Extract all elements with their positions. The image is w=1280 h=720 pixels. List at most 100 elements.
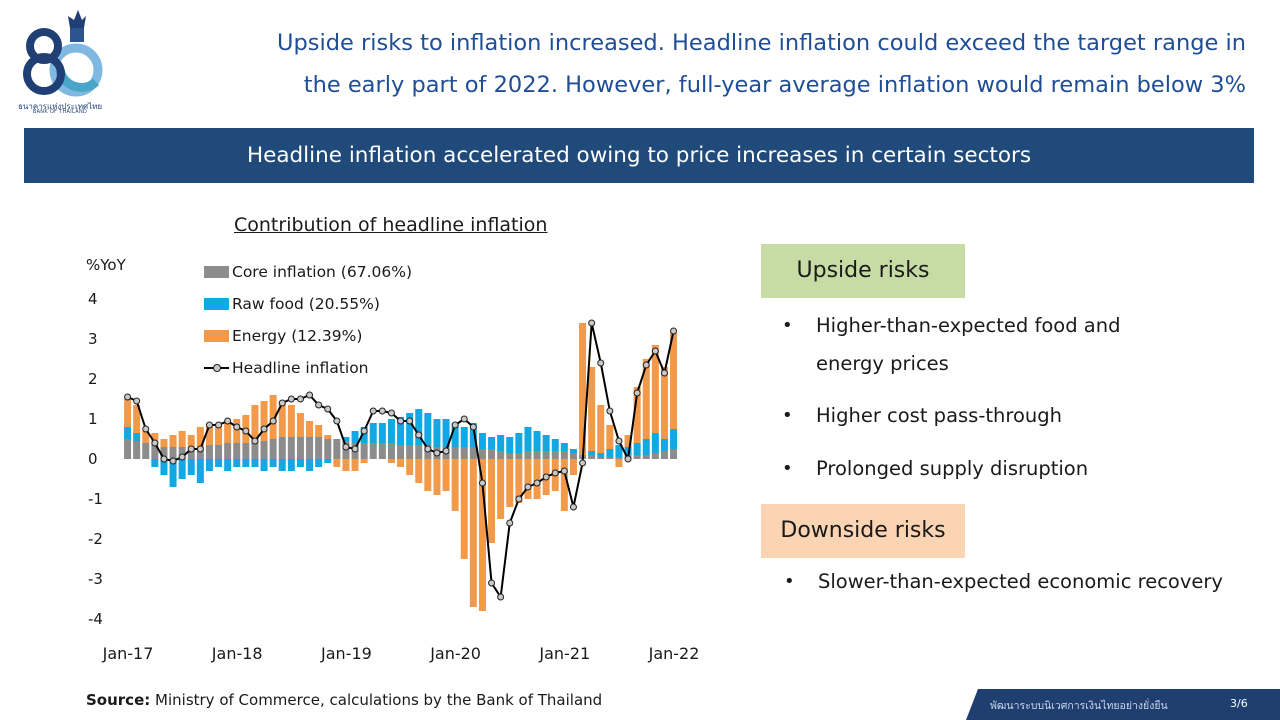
bar-segment-energy [670,333,678,429]
headline-inflation-point [251,437,259,445]
bar-segment-core [597,457,605,459]
headline-inflation-point [351,445,359,453]
logo-thai-name: ธนาคารแห่งประเทศไทย [17,102,103,111]
headline: Upside risks to inflation increased. Hea… [150,22,1246,106]
bar-segment-energy [624,435,632,447]
bar-segment-raw-food [451,423,459,447]
y-tick-label: 2 [88,370,98,388]
bar-segment-raw-food [633,443,641,455]
bar-segment-core [360,443,368,459]
bar-segment-raw-food [278,459,286,471]
headline-inflation-point [569,503,577,511]
bar-segment-energy [433,459,441,495]
bar-segment-raw-food [497,435,505,451]
legend-label-headline: Headline inflation [232,359,369,377]
bar-segment-raw-food [160,459,168,475]
bar-segment-core [233,443,241,459]
headline-inflation-point [387,409,395,417]
headline-inflation-point [560,467,568,475]
bar-segment-raw-food [378,423,386,443]
headline-inflation-point [506,519,514,527]
bar-segment-raw-food [196,459,204,483]
source-label: Source: [86,691,151,709]
y-tick-label: 4 [88,290,98,308]
bar-segment-raw-food [342,437,350,441]
headline-inflation-point [342,443,350,451]
bar-segment-core [242,443,250,459]
downside-risk-text-1: Slower-than-expected economic recovery [818,570,1223,593]
bar-segment-energy [169,435,177,447]
bar-segment-core [215,445,223,459]
bar-segment-raw-food [287,459,295,471]
bar-segment-core [569,453,577,459]
footer-bar [966,689,1280,720]
bar-segment-raw-food [133,433,141,441]
headline-inflation-point [533,479,541,487]
bar-segment-core [406,445,414,459]
bullet-icon: • [782,458,793,479]
bar-segment-energy [287,405,295,437]
bar-segment-raw-food [597,453,605,457]
bar-segment-core [151,445,159,459]
bar-segment-energy [278,401,286,437]
bar-segment-core [278,437,286,459]
bar-segment-energy [251,405,259,441]
upside-risks-label: Upside risks [761,244,965,298]
stacked-bars [124,323,678,611]
bar-segment-energy [205,425,213,445]
y-axis-ticks: 4 3 2 1 0 -1 -2 -3 -4 [88,290,103,628]
footer-tagline: พัฒนาระบบนิเวศการเงินไทยอย่างยั่งยืน [990,700,1168,712]
headline-inflation-line [124,319,678,601]
bar-segment-raw-food [506,437,514,453]
bar-segment-raw-food [533,431,541,451]
legend-label-raw-food: Raw food (20.55%) [232,295,380,313]
bar-segment-energy [397,459,405,467]
bullet-icon: • [784,571,795,592]
y-tick-label: -2 [88,530,103,548]
headline-inflation-point [269,417,277,425]
headline-inflation-point [633,389,641,397]
headline-inflation-point [315,401,323,409]
bar-segment-raw-food [524,427,532,451]
y-tick-label: 1 [88,410,98,428]
bar-segment-core [287,437,295,459]
bar-segment-raw-food [306,459,314,471]
bar-segment-core [670,449,678,459]
y-tick-label: 0 [88,450,98,468]
x-axis-ticks: Jan-17 Jan-18 Jan-19 Jan-20 Jan-21 Jan-22 [102,644,700,663]
bar-segment-raw-food [315,459,323,467]
bar-segment-energy [451,459,459,511]
headline-inflation-point [415,431,423,439]
bar-segment-raw-food [515,433,523,453]
bar-segment-energy [515,459,523,503]
bar-segment-energy [606,425,614,449]
headline-inflation-point [424,445,432,453]
bar-segment-energy [333,459,341,467]
headline-inflation-point [169,457,177,465]
bar-segment-energy [642,359,650,439]
headline-inflation-point [205,421,213,429]
y-axis-unit-label: %YoY [86,256,126,274]
bar-segment-raw-food [296,459,304,467]
bar-segment-core [524,451,532,459]
bar-segment-energy [178,431,186,447]
headline-inflation-point [215,421,223,429]
bar-segment-core [160,447,168,459]
bar-segment-raw-food [215,459,223,467]
bar-segment-energy [615,459,623,467]
headline-inflation-point [324,405,332,413]
bank-of-thailand-80-years-logo-icon [23,10,103,97]
chart-title: Contribution of headline inflation [234,214,548,236]
bar-segment-core [306,437,314,459]
upside-risk-text-2: Higher cost pass-through [816,404,1062,427]
headline-inflation-point [224,417,232,425]
bar-segment-raw-food [124,427,132,439]
bar-segment-raw-food [569,449,577,453]
bar-segment-raw-food [324,459,332,463]
bar-segment-raw-food [551,439,559,451]
bar-segment-energy [497,459,505,519]
x-tick-label: Jan-18 [211,644,263,663]
bar-segment-energy [269,395,277,439]
logo-english-name: BANK OF THAILAND [32,109,88,115]
